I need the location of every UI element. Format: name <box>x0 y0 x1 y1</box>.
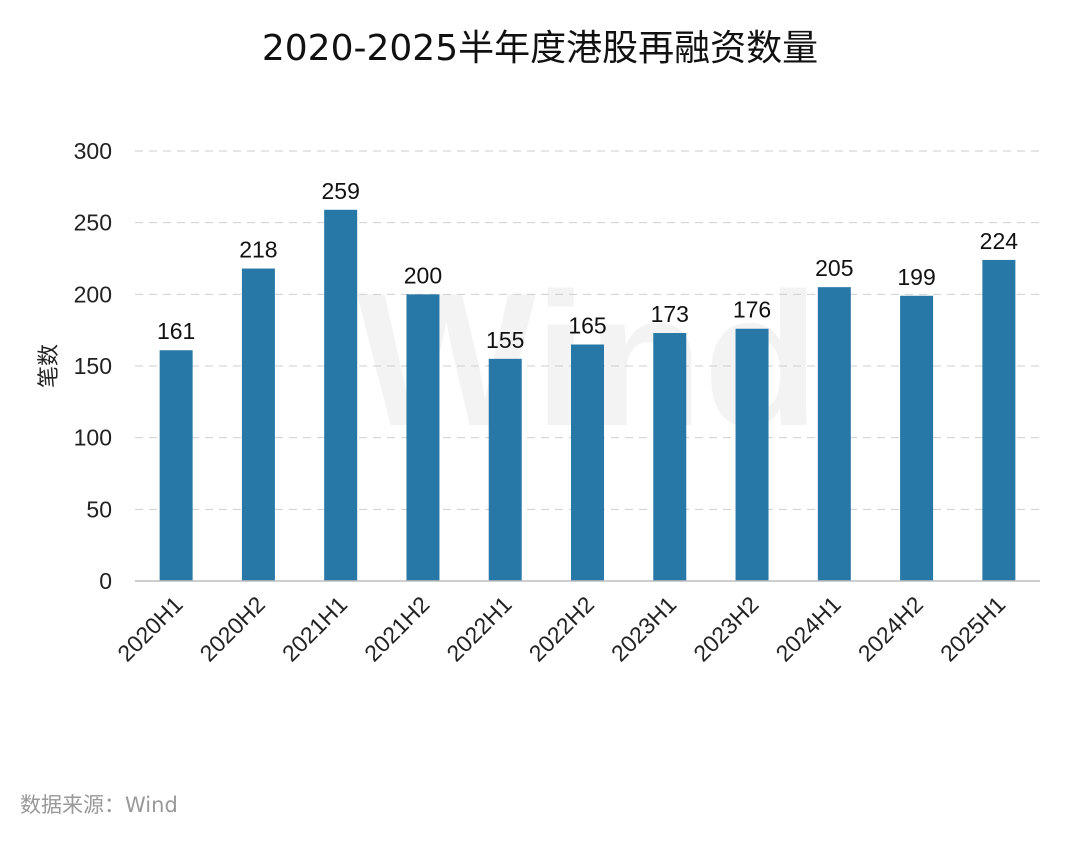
data-labels: 161 218 259 200 155 165 173 176 205 199 224 <box>157 178 1018 353</box>
data-label-2024H1: 205 <box>815 255 853 281</box>
bar-2022H2 <box>571 344 604 581</box>
x-tick-label-2021H1: 2021H1 <box>277 591 352 666</box>
data-label-2023H2: 176 <box>733 297 771 323</box>
bar-2020H1 <box>159 350 193 581</box>
y-tick-label: 300 <box>74 138 112 164</box>
data-label-2020H1: 161 <box>157 318 195 344</box>
data-label-2021H2: 200 <box>404 262 442 288</box>
chart-title: 2020-2025半年度港股再融资数量 <box>262 28 818 69</box>
y-tick-label: 200 <box>74 281 112 307</box>
bar-2022H1 <box>488 358 522 581</box>
data-label-2021H1: 259 <box>321 178 359 204</box>
x-tick-label-2020H2: 2020H2 <box>195 591 270 666</box>
bar-2025H1 <box>982 259 1016 581</box>
bar-2024H1 <box>817 287 851 581</box>
bar-2021H1 <box>324 209 358 581</box>
y-tick-label: 0 <box>99 568 112 594</box>
x-tick-label-2020H1: 2020H1 <box>112 591 187 666</box>
x-tick-label-2022H1: 2022H1 <box>441 591 516 666</box>
data-label-2024H2: 199 <box>897 264 935 290</box>
data-label-2022H2: 165 <box>568 313 606 339</box>
y-tick-label: 150 <box>74 353 112 379</box>
x-tick-label-2022H2: 2022H2 <box>524 591 599 666</box>
source-note: 数据来源：Wind <box>20 793 178 817</box>
x-tick-label-2025H1: 2025H1 <box>935 591 1010 666</box>
x-tick-label-2023H2: 2023H2 <box>688 591 763 666</box>
data-label-2020H2: 218 <box>239 237 277 263</box>
bar-2020H2 <box>241 268 275 581</box>
bar-2023H2 <box>735 328 769 581</box>
data-label-2025H1: 224 <box>980 228 1019 254</box>
x-tick-label-2024H1: 2024H1 <box>770 591 845 666</box>
x-tick-label-2021H2: 2021H2 <box>359 591 434 666</box>
data-label-2023H1: 173 <box>651 301 689 327</box>
x-tick-label-2024H2: 2024H2 <box>853 591 928 666</box>
y-axis-ticks: 0 50 100 150 200 250 300 <box>74 138 112 594</box>
x-tick-label-2023H1: 2023H1 <box>606 591 681 666</box>
y-tick-label: 250 <box>74 210 112 236</box>
bars <box>159 209 1016 581</box>
bar-2024H2 <box>900 295 934 581</box>
bar-2021H2 <box>406 294 440 581</box>
y-tick-label: 50 <box>86 496 112 522</box>
data-label-2022H1: 155 <box>486 327 524 353</box>
bar-2023H1 <box>653 333 687 581</box>
y-tick-label: 100 <box>74 425 112 451</box>
x-axis-ticks: 2020H1 2020H2 2021H1 2021H2 2022H1 2022H2 2023… <box>112 591 1010 666</box>
y-axis-label: 笔数 <box>37 344 62 388</box>
